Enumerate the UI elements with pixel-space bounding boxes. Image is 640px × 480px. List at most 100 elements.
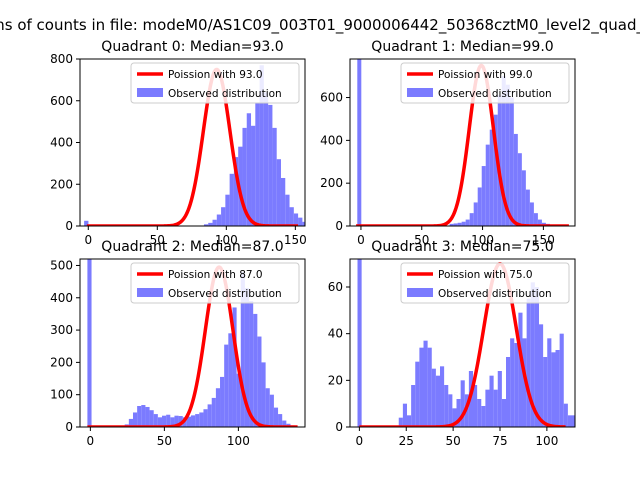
histogram-bar: [501, 76, 506, 226]
y-tick-label: 20: [328, 373, 343, 387]
histogram-bar: [415, 361, 420, 427]
axes-frame: [79, 258, 306, 428]
legend: Poission with 99.0 Observed distribution: [400, 62, 570, 104]
y-tick-label: 600: [320, 91, 343, 105]
histogram-bar: [240, 271, 245, 427]
y-tick-label: 400: [50, 136, 73, 150]
histogram-bar: [157, 417, 162, 427]
histogram-bar: [537, 219, 542, 226]
legend-hist-label: Observed distribution: [168, 288, 282, 300]
histogram-bar: [149, 410, 154, 427]
legend-box: [130, 262, 300, 304]
histogram-bar: [298, 217, 303, 226]
histogram-bar: [465, 219, 470, 226]
quadrant-0-panel: 0 50 100 150 0 200 400 600 800 Quadrant 0: Median…: [50, 39, 307, 247]
histogram-bar: [485, 389, 490, 427]
histogram-bar: [293, 213, 299, 226]
histogram-bar: [572, 415, 575, 427]
histogram-bar: [534, 287, 540, 427]
histogram-bar: [501, 399, 507, 427]
y-tick-label: 400: [320, 133, 343, 147]
y-tick-label: 200: [320, 176, 343, 190]
histogram-bar: [259, 65, 264, 226]
histogram-bar: [357, 259, 362, 427]
x-tick-label: 0: [87, 434, 95, 448]
legend: Poission with 87.0 Observed distribution: [130, 262, 300, 304]
histogram-bar: [489, 129, 494, 226]
y-tick-label: 100: [50, 388, 73, 402]
poisson-fit-line: [86, 265, 299, 427]
figure-suptitle: Histograms of counts in file: modeM0/AS1…: [0, 16, 640, 35]
histogram-bar: [431, 368, 436, 427]
histogram-bar: [423, 340, 428, 427]
x-tick-label: 150: [532, 233, 555, 247]
histogram-bar: [251, 125, 256, 226]
histogram-bar: [563, 403, 568, 427]
histogram-bar: [518, 312, 523, 427]
x-tick-label: 100: [535, 434, 558, 448]
histogram-bar: [263, 92, 269, 226]
histogram-bar: [493, 389, 498, 427]
y-tick-label: 200: [50, 177, 73, 191]
histogram-bar: [132, 412, 138, 427]
legend-hist-swatch: [407, 288, 433, 297]
histogram-bar: [145, 406, 150, 427]
histogram-bar: [473, 202, 478, 226]
y-tick-label: 200: [50, 355, 73, 369]
histogram-bar: [526, 298, 531, 427]
x-tick-label: 100: [471, 233, 494, 247]
histogram-bar: [282, 420, 287, 427]
histogram-bar: [289, 207, 294, 226]
histogram-bar: [285, 194, 290, 226]
histogram-bar: [137, 406, 142, 427]
histogram-bar: [485, 144, 490, 226]
histogram-bar: [547, 338, 552, 427]
histogram-bar: [178, 416, 183, 427]
quadrant-title: Quadrant 3: Median=75.0: [371, 239, 553, 255]
x-tick-label: 50: [414, 233, 429, 247]
y-tick-label: 0: [65, 219, 73, 233]
histogram-bar: [473, 385, 478, 427]
histogram-bar: [272, 127, 277, 226]
histogram-bar: [244, 288, 250, 427]
legend-hist-swatch: [407, 88, 433, 97]
histogram-bar: [521, 170, 526, 226]
histogram-bar: [141, 405, 146, 427]
quadrant-2-panel: 0 50 100 0 100 200 300 400 500 Quadrant 2: Median…: [50, 239, 306, 448]
histogram-bar: [567, 415, 573, 427]
histogram-bar: [517, 153, 522, 226]
y-tick-label: 0: [65, 420, 73, 434]
poisson-fit-line: [358, 261, 567, 427]
legend-hist-label: Observed distribution: [438, 88, 552, 100]
histogram-bar: [530, 282, 535, 427]
histogram-bar: [195, 414, 200, 427]
histogram-bar: [246, 113, 252, 226]
histogram-bar: [236, 373, 241, 427]
legend-hist-label: Observed distribution: [438, 288, 552, 300]
histogram-bar: [444, 385, 449, 427]
histogram-bar: [261, 362, 266, 427]
y-tick-label: 60: [328, 280, 343, 294]
histogram-bar: [278, 414, 283, 427]
histogram-bar: [255, 102, 260, 226]
y-tick-label: 500: [50, 258, 73, 272]
quadrant-3-panel: 0 25 50 75 100 0 20 40 60 Quadrant 3: Median=75.0…: [328, 239, 576, 448]
histogram-bar: [87, 259, 92, 427]
legend: Poission with 75.0 Observed distribution: [400, 262, 570, 304]
histogram-bar: [448, 394, 453, 427]
histogram-bar: [456, 399, 461, 427]
histogram-bar: [216, 214, 222, 226]
histogram-bar: [411, 385, 416, 427]
histogram-bar: [249, 301, 254, 427]
y-tick-label: 40: [328, 327, 343, 341]
histogram-bar: [497, 371, 502, 427]
x-tick-label: 100: [227, 434, 250, 448]
histogram-bar: [208, 222, 213, 226]
histogram-bar: [242, 127, 247, 226]
legend-hist-swatch: [137, 88, 163, 97]
histogram-bar: [461, 221, 466, 226]
histogram-bar: [225, 194, 230, 226]
histogram-bar: [221, 207, 226, 226]
histogram-bar: [457, 222, 462, 226]
